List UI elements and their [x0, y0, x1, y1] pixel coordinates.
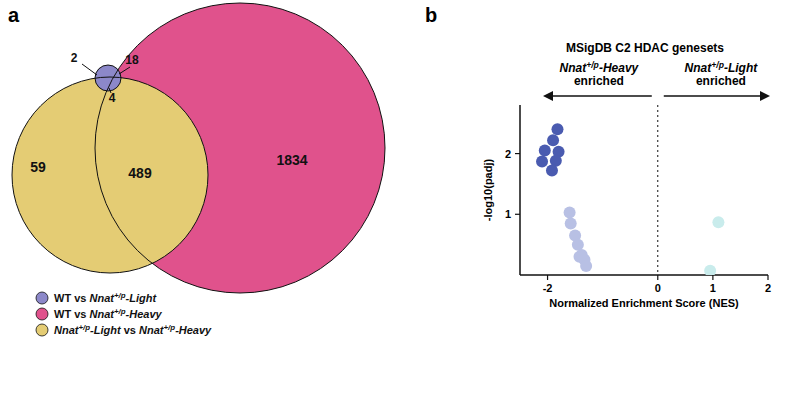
text-span: +/p: [711, 60, 724, 70]
text-span: vs: [74, 308, 89, 320]
y-tick-label: 2: [505, 148, 511, 160]
legend: WT vs Nnat+/p-LightWT vs Nnat+/p-HeavyNn…: [36, 291, 212, 336]
reference-line: [657, 105, 658, 275]
x-tick: [657, 275, 658, 280]
text-span: +/p: [114, 291, 126, 300]
text-span: +/p: [586, 60, 599, 70]
point: [539, 145, 551, 157]
text-span: Nnat: [685, 61, 713, 75]
venn: 2 18 4 59 489 1834: [12, 3, 385, 293]
y-tick: [515, 153, 520, 154]
region-count: 1834: [276, 152, 307, 168]
venn-outline: [12, 77, 208, 273]
legend-label: WT vs Nnat+/p-Heavy: [54, 307, 163, 320]
annotation: Nnat+/p-Heavyenriched: [560, 60, 640, 88]
venn-outline: [95, 3, 385, 293]
text-span: Nnat: [89, 308, 115, 320]
legend-swatch: [36, 308, 48, 320]
text-span: enriched: [696, 74, 746, 88]
y-axis-label: -log10(padj): [482, 159, 494, 222]
arrow-shaft: [545, 95, 652, 97]
text-span: WT: [54, 308, 74, 320]
text-span: +/p: [163, 323, 175, 332]
x-tick-label: 2: [765, 282, 771, 294]
region-count: 489: [128, 165, 152, 181]
x-axis: [520, 274, 768, 276]
x-tick: [547, 275, 548, 280]
x-tick-label: -2: [543, 282, 553, 294]
leader-line: [119, 67, 130, 74]
point: [565, 217, 577, 229]
point: [547, 134, 559, 146]
x-tick-label: 0: [655, 282, 661, 294]
x-axis-label: Normalized Enrichment Score (NES): [549, 297, 739, 309]
legend-swatch: [36, 292, 48, 304]
annotation: Nnat+/p-Lightenriched: [685, 60, 759, 88]
leader-line: [82, 64, 97, 75]
venn-fill: [12, 77, 208, 273]
panel-label: b: [425, 4, 437, 26]
points: [536, 123, 724, 275]
point: [546, 165, 558, 177]
text-span: vs: [124, 324, 139, 336]
point: [551, 123, 563, 135]
region-count: 59: [30, 159, 46, 175]
text-span: Nnat: [139, 324, 165, 336]
text-span: -Light: [90, 324, 124, 336]
point: [572, 239, 584, 251]
text-span: +/p: [114, 307, 126, 316]
text-span: Nnat: [54, 324, 80, 336]
venn-outline: [95, 65, 121, 91]
arrow-shaft: [664, 95, 768, 97]
arrow-head: [543, 91, 553, 101]
point: [580, 260, 592, 272]
x-tick-label: 1: [710, 282, 716, 294]
legend-label: WT vs Nnat+/p-Light: [54, 291, 157, 304]
text-span: -Light: [724, 61, 758, 75]
text-span: WT: [54, 292, 74, 304]
y-tick: [515, 214, 520, 215]
point: [712, 216, 724, 228]
x-tick: [712, 275, 713, 280]
text-span: Nnat: [560, 61, 588, 75]
legend-swatch: [36, 324, 48, 336]
text-span: Nnat: [89, 292, 115, 304]
region-count: 18: [125, 53, 139, 67]
chart-title: MSigDB C2 HDAC genesets: [566, 41, 724, 55]
text-span: -Heavy: [599, 61, 640, 75]
text-span: -Light: [126, 292, 158, 304]
region-count: 4: [109, 91, 116, 105]
y-tick-label: 1: [505, 208, 511, 220]
text-span: -Heavy: [175, 324, 212, 336]
y-axis: [519, 105, 521, 275]
region-count: 2: [71, 51, 78, 65]
figure: a2184594891834WT vs Nnat+/p-LightWT vs N…: [0, 0, 800, 398]
panel-label: a: [8, 4, 20, 26]
text-span: +/p: [78, 323, 90, 332]
text-span: enriched: [574, 74, 624, 88]
arrow-head: [760, 91, 770, 101]
legend-label: Nnat+/p-Light vs Nnat+/p-Heavy: [54, 323, 212, 336]
point: [536, 155, 548, 167]
point: [564, 206, 576, 218]
point: [704, 265, 716, 275]
x-tick: [767, 275, 768, 280]
text-span: -Heavy: [126, 308, 163, 320]
text-span: vs: [74, 292, 89, 304]
